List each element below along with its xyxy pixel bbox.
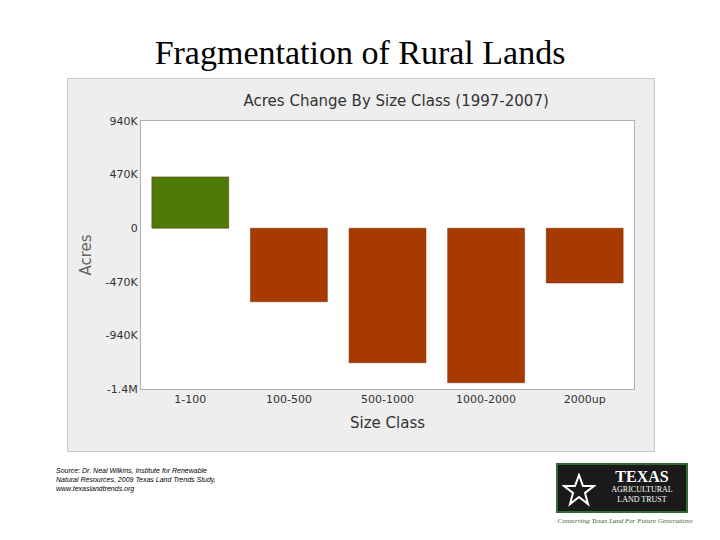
svg-text:-1.4M: -1.4M bbox=[107, 383, 138, 396]
html-text:LAND TRUST: LAND TRUST bbox=[617, 495, 667, 504]
svg-text:Size Class: Size Class bbox=[350, 414, 425, 432]
svg-text:-470K: -470K bbox=[106, 276, 139, 289]
svg-text:100-500: 100-500 bbox=[266, 393, 312, 406]
svg-text:2000up: 2000up bbox=[564, 393, 606, 406]
svg-text:0: 0 bbox=[131, 222, 138, 235]
html-text:TEXAS: TEXAS bbox=[615, 468, 669, 485]
html-text:AGRICULTURAL: AGRICULTURAL bbox=[611, 485, 673, 494]
svg-text:1-100: 1-100 bbox=[174, 393, 206, 406]
svg-text:500-1000: 500-1000 bbox=[361, 393, 414, 406]
svg-text:470K: 470K bbox=[110, 168, 139, 181]
svg-text:Acres Change By Size Class (19: Acres Change By Size Class (1997-2007) bbox=[244, 92, 549, 110]
html-text:Source: Dr. Neal Wilkins, Inst: Source: Dr. Neal Wilkins, Institute for … bbox=[56, 467, 216, 492]
svg-text:1000-2000: 1000-2000 bbox=[456, 393, 516, 406]
html-text:Fragmentation of Rural Lands: Fragmentation of Rural Lands bbox=[154, 34, 566, 71]
svg-text:940K: 940K bbox=[110, 115, 139, 128]
svg-text:Acres: Acres bbox=[77, 234, 95, 275]
svg-text:-940K: -940K bbox=[106, 329, 139, 342]
html-text:Conserving Texas Land For Futu: Conserving Texas Land For Future Generat… bbox=[557, 517, 693, 525]
